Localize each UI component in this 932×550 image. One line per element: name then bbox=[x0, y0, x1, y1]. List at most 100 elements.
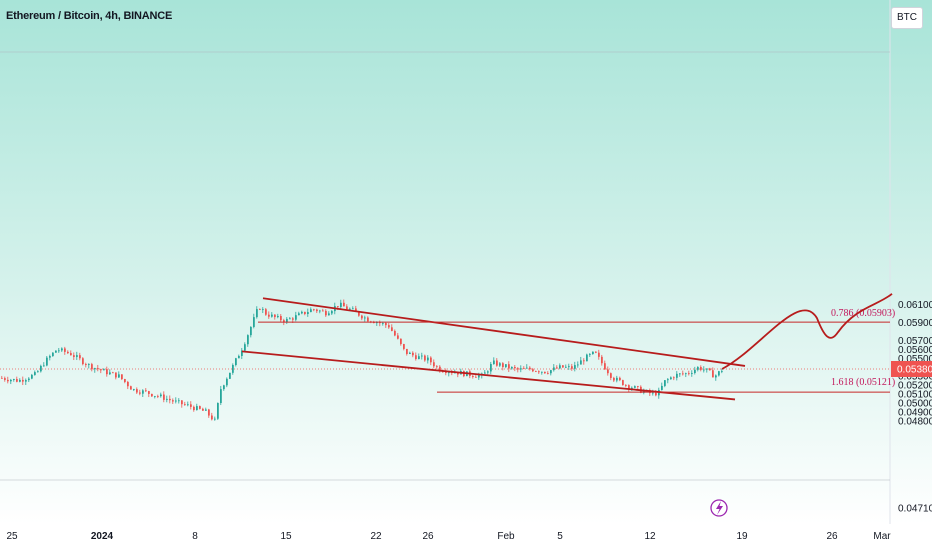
candle-body bbox=[511, 366, 513, 369]
candle-body bbox=[601, 356, 603, 364]
candle-body bbox=[472, 375, 474, 377]
candle-body bbox=[667, 379, 669, 381]
candle-body bbox=[475, 376, 477, 378]
candle-body bbox=[250, 326, 252, 336]
candle-body bbox=[697, 367, 699, 370]
candle-body bbox=[187, 404, 189, 406]
candle-body bbox=[229, 372, 231, 379]
time-tick-label: 2024 bbox=[91, 531, 114, 542]
candle-body bbox=[13, 379, 15, 380]
candle-body bbox=[700, 367, 702, 370]
candle-body bbox=[178, 400, 180, 402]
candle-body bbox=[7, 379, 9, 382]
candle-body bbox=[412, 352, 414, 356]
price-tick-label: 0.05500 bbox=[898, 354, 932, 365]
chart-title: Ethereum / Bitcoin, 4h, BINANCE bbox=[6, 10, 173, 22]
candle-body bbox=[247, 335, 249, 345]
candle-body bbox=[328, 313, 330, 316]
candle-body bbox=[193, 406, 195, 411]
candle-body bbox=[76, 355, 78, 357]
candle-body bbox=[211, 415, 213, 420]
candle-body bbox=[688, 373, 690, 375]
candle-body bbox=[571, 366, 573, 369]
candle-body bbox=[283, 320, 285, 323]
candle-body bbox=[217, 403, 219, 419]
candle-body bbox=[73, 355, 75, 357]
candle-body bbox=[607, 369, 609, 374]
candle-body bbox=[103, 369, 105, 371]
candle-body bbox=[97, 368, 99, 370]
lightning-icon[interactable] bbox=[710, 499, 728, 517]
candle-body bbox=[457, 372, 459, 375]
time-tick-label: 8 bbox=[192, 531, 198, 542]
time-axis[interactable]: 25 2024 8 15 22 26 Feb 5 12 19 26 Mar bbox=[6, 531, 891, 542]
price-tick-label: 0.05100 bbox=[898, 390, 932, 401]
candle-body bbox=[67, 351, 69, 354]
candle-body bbox=[268, 314, 270, 317]
candle-body bbox=[154, 395, 156, 397]
candle-body bbox=[274, 314, 276, 318]
candle-body bbox=[64, 348, 66, 352]
time-tick-label: 22 bbox=[370, 531, 382, 542]
candle-body bbox=[694, 369, 696, 374]
candle-body bbox=[175, 400, 177, 402]
candle-body bbox=[637, 386, 639, 387]
candle-body bbox=[385, 322, 387, 326]
price-axis[interactable]: 0.061000.059000.057000.056000.055000.053… bbox=[891, 300, 932, 515]
candle-body bbox=[82, 358, 84, 365]
candle-body bbox=[307, 312, 309, 314]
candle-body bbox=[625, 385, 627, 386]
candle-body bbox=[541, 371, 543, 373]
price-tick-label: 0.04710 bbox=[898, 504, 932, 515]
candle-body bbox=[709, 368, 711, 371]
candle-body bbox=[406, 348, 408, 354]
candle-body bbox=[265, 309, 267, 315]
candle-body bbox=[655, 392, 657, 396]
candle-body bbox=[40, 365, 42, 372]
price-tick-label: 0.05300 bbox=[898, 372, 932, 383]
candle-body bbox=[526, 367, 528, 369]
candle-body bbox=[220, 389, 222, 404]
candle-body bbox=[4, 378, 6, 380]
price-tick-label: 0.04900 bbox=[898, 407, 932, 418]
candle-body bbox=[508, 364, 510, 369]
candle-body bbox=[478, 375, 480, 378]
candle-body bbox=[190, 404, 192, 407]
candle-body bbox=[436, 366, 438, 368]
candle-body bbox=[613, 377, 615, 381]
candle-body bbox=[223, 385, 225, 390]
candle-body bbox=[61, 348, 63, 351]
candle-body bbox=[292, 318, 294, 320]
candle-body bbox=[448, 372, 450, 374]
candle-body bbox=[397, 335, 399, 339]
candle-body bbox=[160, 394, 162, 397]
candle-body bbox=[673, 377, 675, 379]
candle-body bbox=[619, 377, 621, 381]
candle-body bbox=[631, 387, 633, 389]
price-tick-label: 0.06100 bbox=[898, 300, 932, 311]
price-tick-label: 0.05700 bbox=[898, 336, 932, 347]
candle-body bbox=[352, 308, 354, 310]
candle-body bbox=[490, 364, 492, 372]
candle-body bbox=[157, 395, 159, 397]
candle-body bbox=[517, 368, 519, 370]
candle-body bbox=[148, 391, 150, 394]
candle-body bbox=[214, 418, 216, 420]
candle-body bbox=[46, 357, 48, 366]
currency-button[interactable]: BTC bbox=[891, 7, 923, 29]
candle-body bbox=[88, 364, 90, 366]
candle-body bbox=[715, 375, 717, 378]
candle-body bbox=[34, 372, 36, 375]
candle-body bbox=[421, 355, 423, 357]
candle-body bbox=[232, 365, 234, 373]
candle-body bbox=[535, 371, 537, 373]
candle-body bbox=[628, 385, 630, 389]
candle-body bbox=[439, 366, 441, 372]
candle-body bbox=[622, 380, 624, 386]
time-tick-label: Feb bbox=[497, 531, 515, 542]
candle-body bbox=[118, 374, 120, 378]
candle-body bbox=[340, 302, 342, 307]
candle-body bbox=[130, 386, 132, 390]
candle-body bbox=[604, 363, 606, 370]
